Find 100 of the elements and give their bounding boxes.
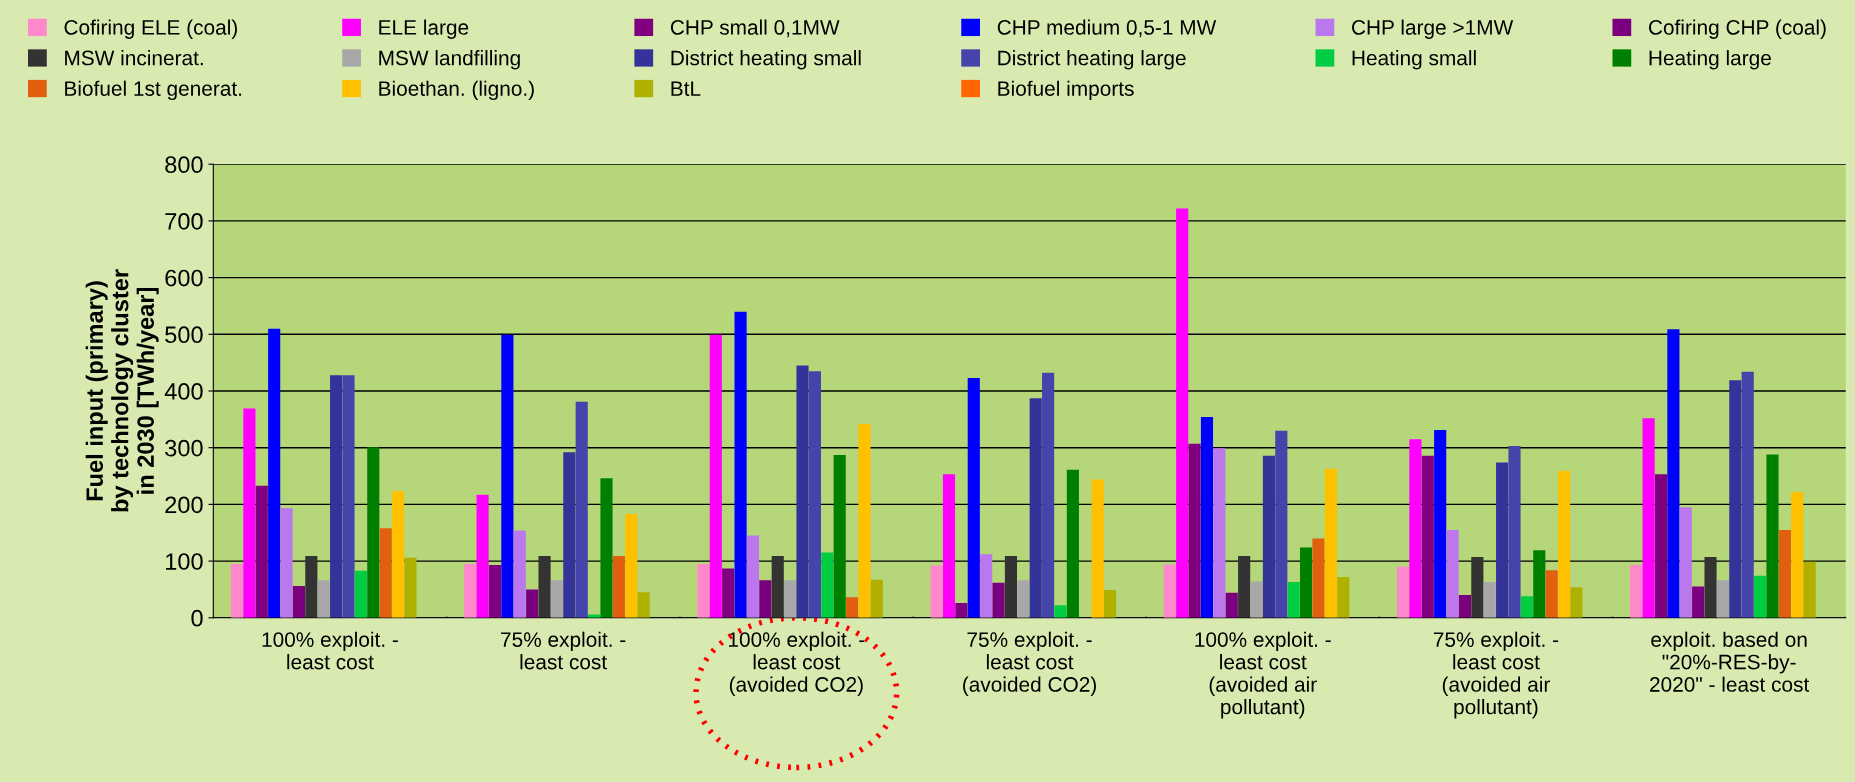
bar [1421,455,1434,618]
bar [1630,565,1643,618]
y-tick-label: 800 [165,156,203,174]
bar [1667,329,1680,618]
bar [1496,462,1509,618]
y-tick-label: 700 [165,212,203,230]
bar [1176,208,1189,618]
bar [734,311,747,618]
bar [1312,538,1325,618]
x-tick-label: 75% exploit. - least cost [501,631,626,670]
legend-label: Bioethan. (ligno.) [379,80,534,101]
bar [697,563,710,618]
bar [292,586,306,618]
legend-label: Heating small [1352,50,1476,70]
bar [1533,550,1546,618]
bar [1654,474,1668,618]
bar [784,580,797,618]
bar [637,592,650,618]
bar [404,557,417,618]
legend-label: Heating large [1649,50,1771,70]
bar [1741,371,1754,618]
y-tick-label: 500 [165,326,203,344]
bar [1262,455,1275,618]
bar [330,375,343,618]
legend-label: Cofiring CHP (coal) [1648,19,1826,39]
bar [833,455,846,618]
bar [1446,529,1459,618]
bar [1324,468,1337,618]
bar [1017,580,1030,618]
bar [967,377,980,618]
bar [280,508,293,618]
bar [1471,557,1484,618]
bar [464,563,477,618]
x-tick-label: 75% exploit. - least cost (avoided air pollutant) [1433,631,1559,719]
y-tick-label: 0 [191,609,203,627]
legend-label: ELE large [379,19,469,39]
y-tick-label: 200 [165,496,203,514]
y-tick-label: 100 [166,553,203,570]
legend-label: District heating large [998,50,1186,70]
x-tick-label: 75% exploit. - least cost (avoided CO2) [963,631,1096,696]
y-tick-label: 600 [165,269,203,287]
bar [513,530,526,618]
bar [612,555,625,618]
bar [1250,581,1263,618]
bar [992,582,1005,618]
bar [1188,443,1201,618]
bar [1729,380,1742,618]
bar [1287,582,1300,618]
bar [1409,439,1422,618]
bar [367,447,380,618]
bar [1483,582,1496,618]
bar [1791,491,1804,618]
bar [550,580,563,618]
legend-label: District heating small [671,50,861,70]
bar [1054,605,1067,618]
bar [1042,372,1055,618]
y-tick-label: 300 [165,439,203,457]
bar [796,365,809,618]
bar [980,554,993,618]
bar [391,491,405,618]
bar [1163,564,1176,618]
bar [1213,448,1226,618]
legend-label: MSW landfilling [379,50,520,70]
bar [1716,580,1729,618]
bar [342,375,355,618]
bar [1434,430,1447,618]
bar [476,494,489,618]
legend-label: Biofuel 1st generat. [65,80,242,101]
x-tick-label: 100% exploit. - least cost (avoided air pollutant) [1195,631,1331,719]
bar [1545,570,1558,618]
bar [1520,596,1533,618]
bar [526,589,539,618]
bar [1778,529,1791,618]
legend-label: Cofiring ELE (coal) [64,19,237,39]
x-tick-label: exploit. based on "20%-RES-by- 2020" - least cost [1650,631,1810,692]
bar [1103,590,1117,618]
bar [746,535,760,618]
bar [1029,398,1042,618]
bar [930,565,943,618]
bar [1004,555,1018,618]
bar [563,452,576,618]
bar [722,568,735,618]
bar [1754,575,1767,618]
legend-label: Biofuel imports [998,80,1134,101]
y-tick-label: 400 [164,383,203,400]
x-tick-label: 100% exploit. - least cost [262,631,398,670]
bar [230,563,244,618]
legend-label: CHP medium 0,5-1 MW [997,19,1217,38]
bar [488,565,502,618]
bar [1570,587,1583,618]
bar [243,408,256,618]
bar [1337,576,1350,618]
bar [268,328,281,618]
bar [354,570,367,618]
bar [1803,561,1816,618]
legend-label: CHP small 0,1MW [670,19,840,38]
bar [858,423,871,618]
bar [1200,417,1214,618]
bar [1642,418,1655,618]
bar [501,334,514,618]
